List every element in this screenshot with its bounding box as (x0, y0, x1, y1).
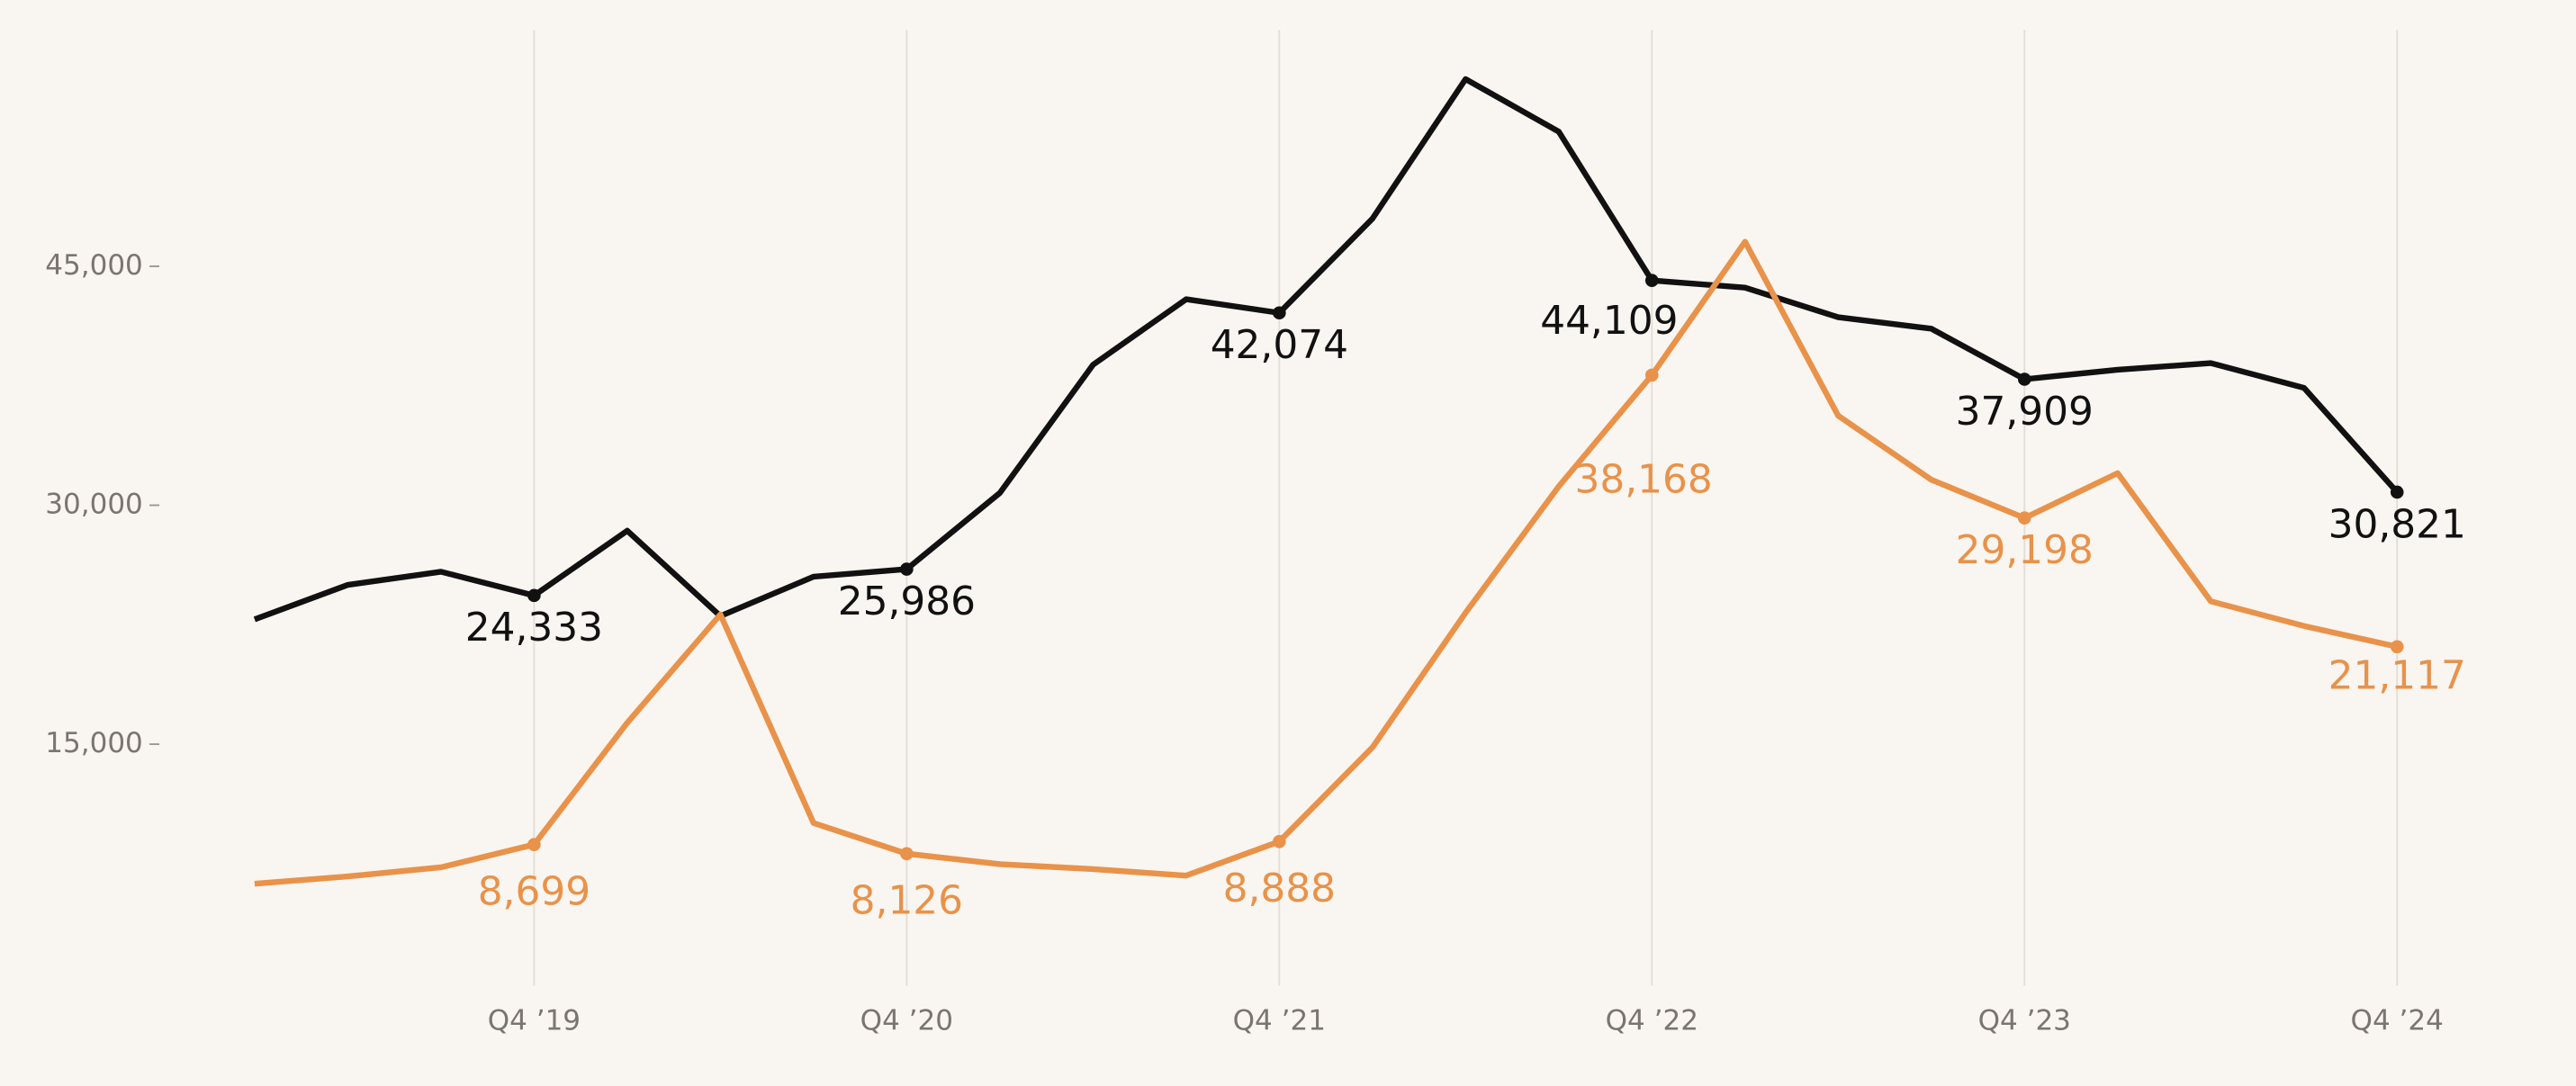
point (1644, 368, 1659, 382)
y-tick-label: 15,000 (45, 727, 143, 759)
x-tick-label: Q4 ’24 (2351, 1005, 2444, 1037)
line-series (254, 238, 2398, 887)
x-tick-label: Q4 ’23 (1978, 1005, 2071, 1037)
point (2390, 485, 2404, 499)
x-tick-label: Q4 ’22 (1606, 1005, 1698, 1037)
y-tick-label: 45,000 (45, 249, 143, 282)
data-label: 29,198 (1956, 527, 2094, 573)
point (2390, 640, 2404, 654)
point (1273, 835, 1286, 848)
data-label: 25,986 (838, 579, 976, 624)
point (1644, 274, 1659, 288)
data-label: 44,109 (1540, 298, 1678, 344)
y-tick-label: 30,000 (45, 489, 143, 521)
point (2017, 372, 2031, 386)
data-label: 8,126 (851, 878, 963, 924)
x-tick-label: Q4 ’19 (488, 1005, 581, 1037)
point (527, 838, 541, 851)
point (527, 588, 541, 603)
point (900, 562, 914, 576)
x-tick-label: Q4 ’21 (1233, 1005, 1326, 1037)
point (900, 847, 914, 861)
line-series (253, 76, 2400, 623)
data-label: 37,909 (1956, 389, 2094, 435)
data-label: 8,699 (478, 868, 590, 914)
data-label: 8,888 (1223, 866, 1336, 911)
data-label: 21,117 (2328, 652, 2466, 698)
point (2017, 511, 2031, 525)
point (1273, 306, 1286, 320)
data-label: 24,333 (465, 605, 603, 651)
data-label: 42,074 (1211, 322, 1348, 368)
data-label: 38,168 (1575, 457, 1713, 503)
data-label: 30,821 (2328, 501, 2466, 547)
x-tick-label: Q4 ’20 (860, 1005, 953, 1037)
